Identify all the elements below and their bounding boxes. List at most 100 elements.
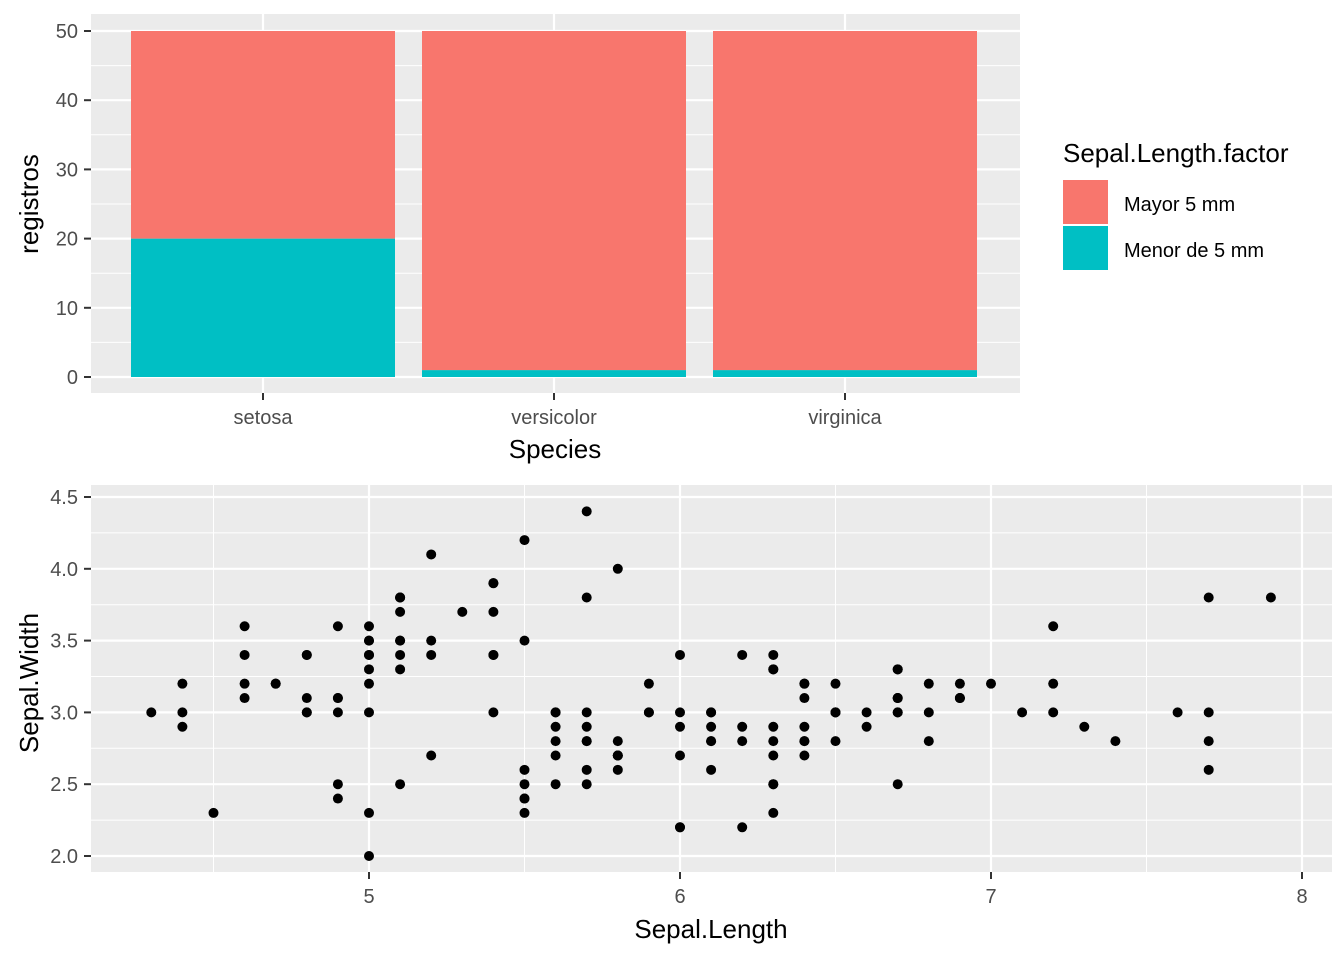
- scatter-point: [706, 721, 717, 732]
- scatter-point: [1048, 678, 1059, 689]
- bar-chart: 0 10 20 30 40 50 setosa versicolor virginica Sp…: [14, 14, 1289, 464]
- scatter-point: [519, 807, 530, 818]
- scatter-point: [861, 707, 872, 718]
- legend-title: Sepal.Length.factor: [1063, 138, 1289, 168]
- bar-x-axis-title: Species: [509, 434, 602, 464]
- scatter-point: [643, 707, 654, 718]
- scatter-x-axis: 5 6 7 8: [363, 872, 1308, 908]
- scatter-point: [395, 592, 406, 603]
- scatter-point: [612, 764, 623, 775]
- scatter-point: [426, 635, 437, 646]
- legend: Sepal.Length.factor Mayor 5 mm Menor de …: [1063, 138, 1289, 270]
- scatter-point: [643, 678, 654, 689]
- scatter-point: [768, 750, 779, 761]
- scatter-y-axis-title: Sepal.Width: [14, 613, 44, 753]
- scatter-point: [1203, 592, 1214, 603]
- scatter-point: [519, 764, 530, 775]
- scatter-point: [799, 750, 810, 761]
- scatter-point: [239, 693, 250, 704]
- bar-marks: [131, 31, 977, 377]
- scatter-point: [581, 779, 592, 790]
- scatter-point: [706, 764, 717, 775]
- bar-y-tick-label: 0: [67, 367, 78, 389]
- scatter-point: [1265, 592, 1276, 603]
- scatter-point: [737, 721, 748, 732]
- scatter-point: [1172, 707, 1183, 718]
- scatter-point: [1203, 736, 1214, 747]
- scatter-point: [799, 721, 810, 732]
- scatter-point: [830, 707, 841, 718]
- scatter-point: [830, 678, 841, 689]
- scatter-point: [364, 664, 374, 675]
- scatter-point: [395, 664, 406, 675]
- scatter-point: [737, 822, 748, 833]
- bar-x-tick-label-versicolor: versicolor: [511, 407, 597, 429]
- scatter-point: [208, 807, 219, 818]
- bar-x-tick-label-virginica: virginica: [808, 407, 882, 429]
- scatter-point: [892, 707, 903, 718]
- scatter-point: [550, 707, 561, 718]
- scatter-point: [364, 678, 374, 689]
- scatter-point: [550, 736, 561, 747]
- scatter-point: [768, 664, 779, 675]
- scatter-x-axis-title: Sepal.Length: [634, 914, 787, 944]
- scatter-point: [1048, 707, 1059, 718]
- scatter-point: [892, 779, 903, 790]
- scatter-point: [239, 621, 250, 632]
- scatter-point: [146, 707, 157, 718]
- scatter-point: [395, 649, 406, 660]
- bar-y-tick-label: 50: [56, 21, 78, 43]
- scatter-gridlines: [91, 485, 1332, 872]
- scatter-point: [923, 736, 934, 747]
- scatter-y-tick-label: 3.0: [50, 702, 78, 724]
- scatter-point: [892, 664, 903, 675]
- scatter-point: [768, 736, 779, 747]
- scatter-point: [612, 563, 623, 574]
- scatter-point: [332, 779, 343, 790]
- scatter-point: [457, 606, 468, 617]
- scatter-point: [426, 649, 437, 660]
- scatter-point: [799, 678, 810, 689]
- scatter-point: [488, 578, 499, 589]
- scatter-point: [768, 721, 779, 732]
- scatter-point: [332, 793, 343, 804]
- scatter-point: [737, 649, 748, 660]
- bar-x-axis: setosa versicolor virginica: [234, 393, 883, 429]
- scatter-point: [581, 592, 592, 603]
- scatter-point: [799, 736, 810, 747]
- scatter-point: [799, 693, 810, 704]
- scatter-point: [177, 721, 188, 732]
- scatter-point: [301, 707, 312, 718]
- scatter-point: [612, 750, 623, 761]
- scatter-point: [706, 707, 717, 718]
- scatter-point: [426, 750, 437, 761]
- scatter-point: [830, 736, 841, 747]
- scatter-point: [1048, 621, 1059, 632]
- scatter-x-tick-label: 5: [363, 886, 374, 908]
- bar-virginica-mayor: [713, 31, 977, 371]
- legend-label-menor-5mm: Menor de 5 mm: [1124, 240, 1264, 262]
- scatter-point: [986, 678, 996, 689]
- scatter-point: [395, 635, 406, 646]
- scatter-point: [364, 621, 374, 632]
- scatter-point: [239, 649, 250, 660]
- scatter-point: [364, 707, 374, 718]
- scatter-point: [270, 678, 281, 689]
- scatter-point: [581, 721, 592, 732]
- scatter-point: [332, 693, 343, 704]
- scatter-point: [737, 736, 748, 747]
- scatter-point: [675, 707, 685, 718]
- legend-key-mayor-5mm: [1063, 180, 1108, 224]
- scatter-point: [332, 621, 343, 632]
- scatter-y-tick-label: 2.5: [50, 774, 78, 796]
- scatter-point: [364, 851, 374, 861]
- scatter-point: [675, 822, 685, 833]
- scatter-point: [488, 649, 499, 660]
- scatter-x-tick-label: 7: [985, 886, 996, 908]
- scatter-points: [146, 506, 1276, 861]
- legend-key-menor-5mm: [1063, 226, 1108, 270]
- bar-versicolor-menor: [422, 370, 686, 377]
- bar-y-tick-label: 30: [56, 159, 78, 181]
- scatter-point: [923, 707, 934, 718]
